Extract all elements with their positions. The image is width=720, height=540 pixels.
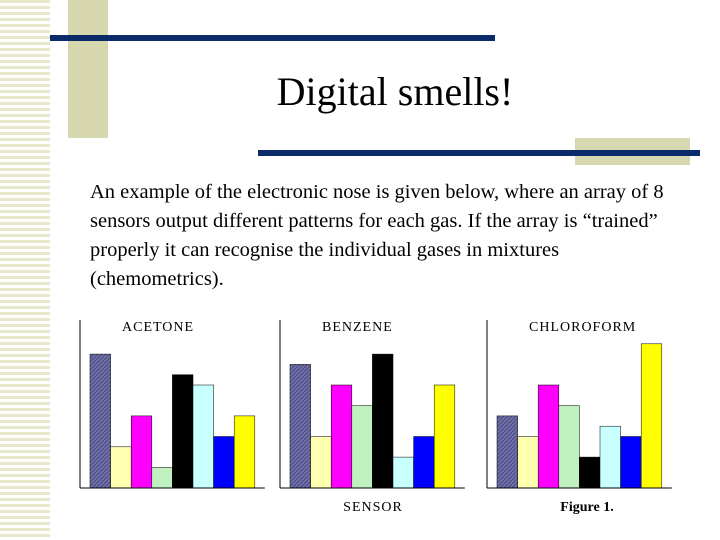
bar	[433, 384, 456, 489]
slide-body: An example of the electronic nose is giv…	[90, 181, 664, 290]
figure-caption: Figure 1.	[560, 500, 613, 515]
slide-title: Digital smells!	[276, 69, 514, 114]
bar	[392, 456, 414, 489]
deco-line	[258, 150, 700, 156]
bar	[620, 436, 642, 489]
bar	[151, 467, 173, 489]
bar	[110, 446, 132, 489]
side-stripes	[0, 0, 50, 540]
bar	[192, 384, 214, 489]
bar	[496, 415, 518, 489]
bar	[413, 436, 435, 489]
bar	[599, 425, 621, 489]
bar	[89, 353, 111, 489]
chart-title: BENZENE	[322, 320, 393, 335]
bar	[233, 415, 256, 489]
bar	[310, 436, 332, 489]
bar	[640, 343, 663, 489]
charts: ACETONE BENZENE CHLOROFORM	[79, 320, 672, 489]
chart-title: ACETONE	[122, 320, 194, 335]
chart-title: CHLOROFORM	[529, 320, 636, 335]
bar	[130, 415, 153, 489]
bar	[172, 374, 194, 489]
bar	[351, 405, 373, 489]
x-axis-label: SENSOR	[343, 500, 403, 515]
bar	[558, 405, 580, 489]
deco-block	[68, 0, 108, 138]
bar	[517, 436, 539, 489]
bar	[579, 456, 601, 489]
bar	[537, 384, 560, 489]
bar	[330, 384, 353, 489]
bar	[289, 364, 311, 489]
bar	[372, 353, 394, 489]
bar	[213, 436, 235, 489]
deco-line	[50, 35, 495, 41]
